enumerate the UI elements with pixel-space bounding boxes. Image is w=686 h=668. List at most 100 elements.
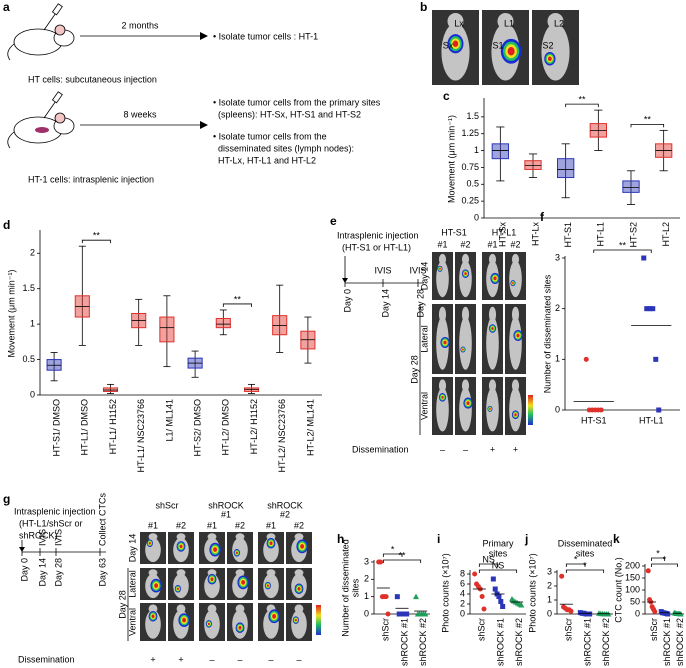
data-point <box>677 611 684 617</box>
dissemination-mark: + <box>490 444 495 454</box>
day-label: Day 0 <box>19 558 29 582</box>
mouse-silhouette <box>509 316 522 370</box>
day-label: Day 28 <box>415 289 425 318</box>
x-tick-label: shROCK #2 <box>418 618 428 666</box>
significance-bracket <box>651 563 678 567</box>
significance-label: * <box>656 548 660 558</box>
syringe <box>51 91 63 104</box>
interval: 2 months <box>121 20 159 30</box>
x-tick-label: HT-L2/ DMSO <box>221 399 231 456</box>
mouse-silhouette <box>263 573 279 599</box>
data-point <box>385 611 391 617</box>
day-label: Day 28 <box>53 558 63 587</box>
significance-label: NS <box>492 560 505 570</box>
significance-label: ** <box>234 294 242 304</box>
event-label: IVIS <box>37 529 47 546</box>
significance-bracket <box>651 557 665 561</box>
significance-bracket <box>565 569 605 573</box>
chart-title: sites <box>489 548 508 558</box>
y-tick-label: 1 <box>547 594 552 604</box>
x-tick-label: shScr <box>649 618 659 641</box>
mouse-silhouette <box>459 316 472 370</box>
x-tick-label: HT-S1 <box>581 415 607 425</box>
mouse-ear <box>54 24 66 36</box>
data-point <box>479 594 485 599</box>
y-tick-label: 0 <box>547 608 552 618</box>
mouse-silhouette <box>235 604 245 613</box>
mouse-silhouette <box>173 573 189 599</box>
event-label: IVIS <box>409 265 426 275</box>
significance-label: ** <box>578 94 586 104</box>
signal <box>462 348 464 351</box>
mouse-silhouette <box>176 569 186 577</box>
mouse-silhouette <box>488 306 497 323</box>
signal <box>452 40 459 48</box>
data-point <box>583 356 589 362</box>
row-label: Day 28 <box>409 355 419 384</box>
dissemination-mark: – <box>463 444 468 454</box>
column-label: #2 <box>460 239 470 249</box>
mouse-silhouette <box>541 23 570 81</box>
significance-bracket <box>593 249 652 253</box>
x-tick-label: shScr <box>564 618 574 641</box>
site-label: S2 <box>542 40 553 50</box>
signal <box>176 587 179 591</box>
signal <box>241 580 246 585</box>
panel-label: b <box>420 0 427 14</box>
mouse-silhouette <box>438 253 447 265</box>
y-axis-label: Movement (μm min⁻¹) <box>446 115 456 203</box>
data-point <box>559 573 565 579</box>
dissemination-label: Dissemination <box>352 444 409 454</box>
column-label: #1 <box>437 239 447 249</box>
mouse-silhouette <box>511 379 520 393</box>
significance-label: ** <box>644 115 652 125</box>
data-point <box>641 255 647 261</box>
x-tick-label: HT-L1 <box>596 222 606 247</box>
x-tick-label: HT-L2/ ML141 <box>305 399 315 456</box>
column-label: #1 <box>207 520 217 530</box>
x-tick-label: shROCK #2 <box>514 618 524 666</box>
y-tick-label: 100 <box>625 584 640 594</box>
dissemination-mark: – <box>268 654 273 664</box>
x-tick-label: HT-L1/ DMSO <box>80 399 90 456</box>
box <box>159 316 175 343</box>
site-label: Sx <box>443 40 454 50</box>
signal <box>441 395 444 399</box>
y-tick-label: 2 <box>555 303 560 313</box>
y-tick-label: 0.25 <box>461 196 479 206</box>
significance-label: ** <box>619 240 627 250</box>
y-tick-label: 6 <box>460 578 465 588</box>
x-tick-label: shROCK #2 <box>675 618 685 666</box>
data-point <box>422 611 429 617</box>
mouse-tail <box>7 131 15 149</box>
column-label: #2 <box>235 520 245 530</box>
y-tick-label: 8 <box>460 568 465 578</box>
interval: 8 weeks <box>123 109 157 119</box>
signal <box>179 544 183 549</box>
signal <box>547 56 552 62</box>
y-tick-label: 4 <box>460 588 465 598</box>
mouse-silhouette <box>294 569 304 577</box>
signal <box>443 340 447 345</box>
result: • Isolate tumor cells from the <box>213 131 327 141</box>
signal <box>182 617 187 623</box>
data-point <box>653 356 659 362</box>
data-point <box>568 608 574 614</box>
signal <box>466 401 470 405</box>
x-tick-label: shROCK #1 <box>495 618 505 666</box>
signal <box>207 622 210 626</box>
y-tick-label: 1.25 <box>461 128 479 138</box>
site-label: L1 <box>504 18 514 28</box>
mouse-silhouette <box>461 306 470 323</box>
row-label: Lateral <box>127 570 137 598</box>
y-tick-label: 0 <box>555 404 560 414</box>
data-point <box>598 407 604 413</box>
result: • Isolate tumor cells : HT-1 <box>213 31 318 41</box>
x-tick-label: shScr <box>381 618 391 641</box>
panel-label: g <box>3 492 10 506</box>
x-tick-label: shScr <box>477 618 487 641</box>
mouse-silhouette <box>497 13 514 30</box>
mouse-silhouette <box>488 253 497 265</box>
site-label: Lx <box>454 18 464 28</box>
mouse-ear <box>54 112 66 124</box>
